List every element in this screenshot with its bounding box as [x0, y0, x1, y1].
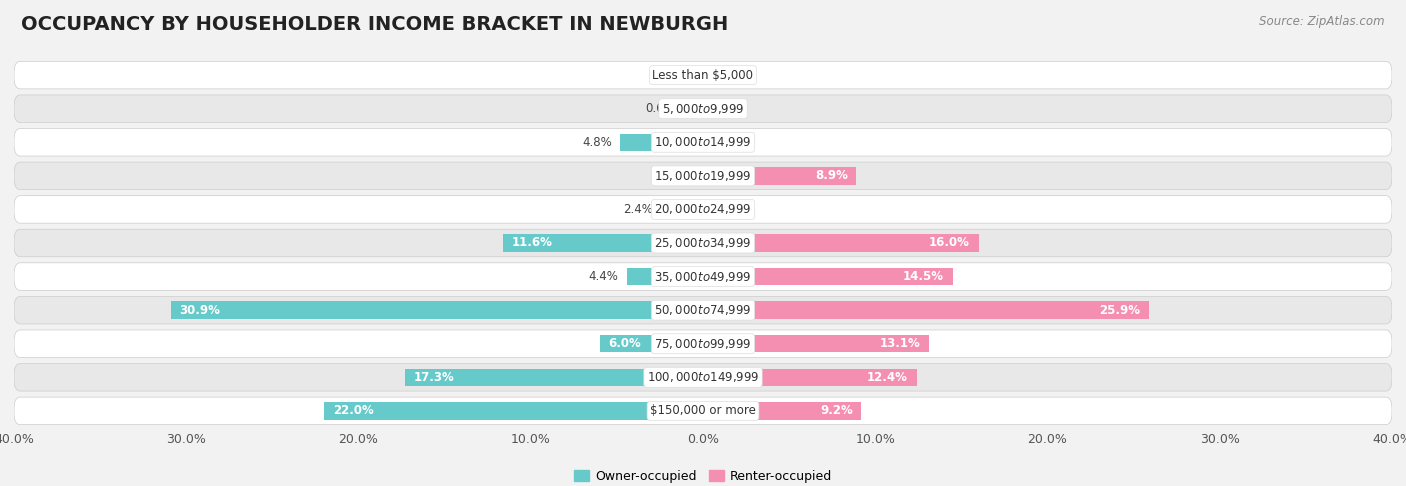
FancyBboxPatch shape: [14, 296, 1392, 324]
Text: 0.0%: 0.0%: [665, 69, 695, 82]
Text: $100,000 to $149,999: $100,000 to $149,999: [647, 370, 759, 384]
Legend: Owner-occupied, Renter-occupied: Owner-occupied, Renter-occupied: [568, 465, 838, 486]
FancyBboxPatch shape: [14, 196, 1392, 223]
Text: $150,000 or more: $150,000 or more: [650, 404, 756, 417]
Text: 13.1%: 13.1%: [879, 337, 920, 350]
Text: 4.4%: 4.4%: [589, 270, 619, 283]
Text: $25,000 to $34,999: $25,000 to $34,999: [654, 236, 752, 250]
Text: 12.4%: 12.4%: [868, 371, 908, 384]
Text: 8.9%: 8.9%: [815, 169, 848, 182]
Bar: [703, 335, 928, 352]
Text: $10,000 to $14,999: $10,000 to $14,999: [654, 135, 752, 149]
Text: Less than $5,000: Less than $5,000: [652, 69, 754, 82]
Text: $20,000 to $24,999: $20,000 to $24,999: [654, 203, 752, 216]
Bar: [627, 268, 703, 285]
Text: $35,000 to $49,999: $35,000 to $49,999: [654, 270, 752, 283]
Bar: [662, 201, 703, 218]
Text: Source: ZipAtlas.com: Source: ZipAtlas.com: [1260, 15, 1385, 28]
FancyBboxPatch shape: [14, 162, 1392, 190]
FancyBboxPatch shape: [14, 263, 1392, 290]
Text: 14.5%: 14.5%: [903, 270, 945, 283]
Text: $75,000 to $99,999: $75,000 to $99,999: [654, 337, 752, 351]
Text: 2.4%: 2.4%: [623, 203, 652, 216]
Text: 0.0%: 0.0%: [711, 69, 741, 82]
Bar: [323, 402, 703, 419]
FancyBboxPatch shape: [14, 397, 1392, 425]
Bar: [170, 301, 703, 319]
FancyBboxPatch shape: [14, 128, 1392, 156]
Bar: [703, 268, 953, 285]
Text: 17.3%: 17.3%: [413, 371, 454, 384]
Text: 11.6%: 11.6%: [512, 237, 553, 249]
Bar: [703, 402, 862, 419]
Text: 16.0%: 16.0%: [929, 237, 970, 249]
Text: $50,000 to $74,999: $50,000 to $74,999: [654, 303, 752, 317]
Bar: [599, 335, 703, 352]
Text: 0.0%: 0.0%: [665, 169, 695, 182]
FancyBboxPatch shape: [14, 61, 1392, 89]
Bar: [405, 368, 703, 386]
Text: 6.0%: 6.0%: [609, 337, 641, 350]
Bar: [503, 234, 703, 252]
Bar: [703, 234, 979, 252]
FancyBboxPatch shape: [14, 229, 1392, 257]
Bar: [703, 167, 856, 185]
Text: 9.2%: 9.2%: [820, 404, 853, 417]
Text: 0.0%: 0.0%: [711, 102, 741, 115]
Text: 30.9%: 30.9%: [180, 304, 221, 317]
Text: 4.8%: 4.8%: [582, 136, 612, 149]
Text: $15,000 to $19,999: $15,000 to $19,999: [654, 169, 752, 183]
Text: 0.69%: 0.69%: [645, 102, 682, 115]
Bar: [620, 134, 703, 151]
Bar: [703, 368, 917, 386]
Text: OCCUPANCY BY HOUSEHOLDER INCOME BRACKET IN NEWBURGH: OCCUPANCY BY HOUSEHOLDER INCOME BRACKET …: [21, 15, 728, 34]
Text: 0.0%: 0.0%: [711, 136, 741, 149]
Text: 25.9%: 25.9%: [1099, 304, 1140, 317]
Text: $5,000 to $9,999: $5,000 to $9,999: [662, 102, 744, 116]
Bar: [692, 100, 703, 118]
FancyBboxPatch shape: [14, 330, 1392, 358]
FancyBboxPatch shape: [14, 364, 1392, 391]
Text: 0.0%: 0.0%: [711, 203, 741, 216]
Bar: [703, 301, 1149, 319]
Text: 22.0%: 22.0%: [333, 404, 374, 417]
FancyBboxPatch shape: [14, 95, 1392, 122]
